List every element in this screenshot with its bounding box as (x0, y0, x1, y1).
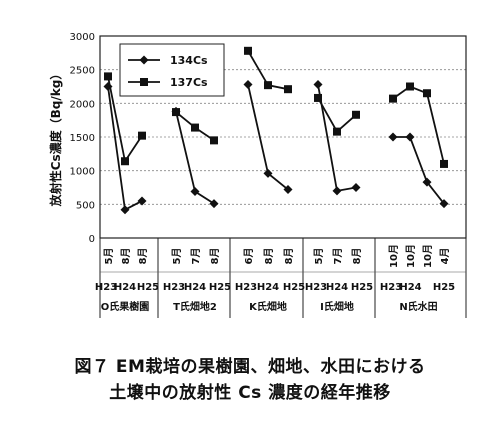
data-point-137Cs (244, 46, 252, 55)
data-point-137Cs (333, 127, 341, 136)
x-year-label: H23 (380, 282, 402, 293)
x-month-label: 10月 (422, 244, 434, 268)
y-axis-label: 放射性Cs濃度（Bq/kg） (48, 68, 63, 208)
data-point-137Cs (284, 85, 292, 94)
x-month-label: 7月 (332, 248, 344, 265)
legend-marker (139, 55, 149, 65)
data-point-134Cs (283, 185, 293, 195)
x-month-label: 8月 (283, 248, 295, 265)
data-point-137Cs (138, 131, 146, 140)
x-year-label: H25 (209, 282, 231, 293)
chart: 0 500 1000 1500 2000 2500 3000 放射性Cs濃度（Bq/kg） 5月… (48, 32, 467, 318)
data-point-134Cs (137, 196, 147, 206)
plot-frame (99, 35, 467, 239)
data-point-134Cs (190, 187, 200, 197)
x-month-label: 10月 (405, 244, 417, 268)
x-month-label: 5月 (171, 248, 183, 265)
x-month-label: 8月 (263, 248, 275, 265)
figure-caption-line2: 土壌中の放射性 Cs 濃度の経年推移 (109, 383, 391, 403)
y-tick-label: 2000 (70, 99, 95, 110)
x-month-label: 8月 (351, 248, 363, 265)
legend-label: 134Cs (170, 54, 208, 67)
x-month-label: 10月 (388, 244, 400, 268)
data-point-134Cs (313, 79, 323, 89)
y-tick-label: 500 (76, 200, 95, 211)
data-point-137Cs (172, 108, 180, 117)
legend-marker (140, 78, 148, 86)
data-point-137Cs (121, 157, 129, 166)
y-tick-label: 1000 (70, 167, 95, 178)
x-year-label: H24 (114, 282, 136, 293)
x-month-label: 6月 (243, 248, 255, 265)
x-group-label: T氏畑地2 (173, 300, 217, 313)
data-point-134Cs (243, 79, 253, 89)
x-year-label: H25 (351, 282, 373, 293)
x-year-label: H23 (305, 282, 327, 293)
data-point-134Cs (209, 199, 219, 209)
data-point-137Cs (210, 136, 218, 145)
x-year-label: H25 (283, 282, 305, 293)
x-year-label: H25 (137, 282, 159, 293)
x-year-label: H24 (184, 282, 206, 293)
x-month-label: 5月 (313, 248, 325, 265)
data-point-137Cs (104, 72, 112, 81)
data-point-134Cs (405, 132, 415, 142)
x-year-label: H24 (326, 282, 348, 293)
series-line-134Cs (393, 136, 445, 205)
x-month-label: 4月 (439, 248, 451, 265)
data-point-137Cs (314, 93, 322, 102)
data-point-137Cs (423, 89, 431, 98)
x-year-label: H23 (163, 282, 185, 293)
legend-box (119, 43, 225, 97)
data-point-137Cs (352, 110, 360, 119)
data-point-134Cs (439, 199, 449, 209)
x-group-label: O氏果樹園 (101, 300, 150, 313)
data-point-137Cs (264, 81, 272, 90)
y-tick-label: 1500 (70, 133, 95, 144)
series-line-137Cs (392, 85, 445, 165)
x-group-label: I氏畑地 (320, 300, 354, 313)
data-point-134Cs (388, 132, 398, 142)
x-month-label: 8月 (137, 248, 149, 265)
x-group-label: N氏水田 (399, 300, 437, 313)
x-month-label: 8月 (120, 248, 132, 265)
data-point-137Cs (191, 123, 199, 132)
data-point-134Cs (422, 177, 432, 187)
x-year-label: H23 (235, 282, 257, 293)
data-point-134Cs (120, 205, 130, 215)
x-month-label: 5月 (103, 248, 115, 265)
x-year-label: H23 (95, 282, 117, 293)
y-tick-label: 0 (89, 234, 95, 245)
data-point-137Cs (389, 94, 397, 103)
data-point-134Cs (332, 186, 342, 196)
y-tick-label: 3000 (70, 32, 95, 43)
y-tick-label: 2500 (70, 66, 95, 77)
data-point-134Cs (263, 168, 273, 178)
figure-caption-line1: 図７ EM栽培の果樹園、畑地、水田における (74, 357, 426, 377)
x-month-label: 8月 (209, 248, 221, 265)
data-point-137Cs (406, 82, 414, 91)
x-month-label: 7月 (190, 248, 202, 265)
data-point-137Cs (440, 159, 448, 168)
x-group-label: K氏畑地 (249, 300, 287, 313)
data-point-134Cs (351, 183, 361, 192)
x-year-label: H24 (399, 282, 421, 293)
legend-label: 137Cs (170, 76, 208, 89)
x-year-label: H25 (433, 282, 455, 293)
series-line-134Cs (317, 84, 357, 192)
x-year-label: H24 (257, 282, 279, 293)
